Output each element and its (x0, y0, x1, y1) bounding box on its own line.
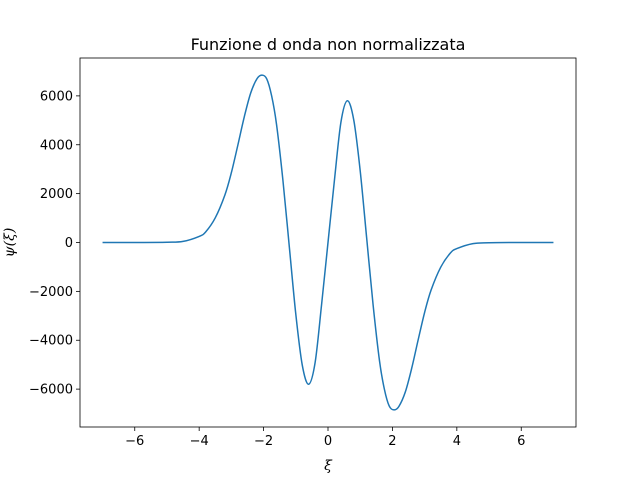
y-tick-label: 0 (65, 236, 73, 251)
y-tick-label: 2000 (40, 187, 73, 202)
x-axis-label: ξ (324, 458, 333, 474)
y-tick-label: −4000 (29, 334, 73, 349)
y-axis-label: ψ(ξ) (2, 228, 18, 258)
x-tick-label: −4 (190, 434, 209, 449)
chart-title: Funzione d onda non normalizzata (191, 35, 466, 54)
plot-frame (79, 57, 577, 428)
y-tick-label: −6000 (29, 383, 73, 398)
y-axis-ticks: −6000 −4000 −2000 0 2000 4000 6000 (29, 89, 80, 398)
y-tick-label: 4000 (40, 138, 73, 153)
x-axis-ticks: −6 −4 −2 0 2 4 6 (125, 427, 525, 449)
y-tick-label: −2000 (29, 285, 73, 300)
series-line (102, 74, 554, 411)
x-tick-label: 6 (517, 434, 525, 449)
y-tick-label: 6000 (40, 89, 73, 104)
x-tick-label: 4 (453, 434, 461, 449)
x-tick-label: −6 (125, 434, 144, 449)
x-tick-label: 0 (324, 434, 332, 449)
x-tick-label: 2 (388, 434, 396, 449)
x-tick-label: −2 (254, 434, 273, 449)
